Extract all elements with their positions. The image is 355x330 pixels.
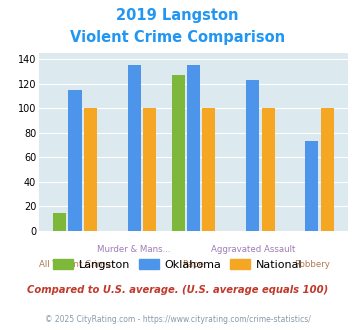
Bar — [262, 108, 275, 231]
Text: All Violent Crime: All Violent Crime — [39, 260, 111, 269]
Text: Aggravated Assault: Aggravated Assault — [211, 245, 295, 254]
Text: 2019 Langston: 2019 Langston — [116, 8, 239, 23]
Bar — [143, 108, 156, 231]
Bar — [321, 108, 334, 231]
Text: Rape: Rape — [182, 260, 204, 269]
Text: Compared to U.S. average. (U.S. average equals 100): Compared to U.S. average. (U.S. average … — [27, 285, 328, 295]
Bar — [53, 213, 66, 231]
Legend: Langston, Oklahoma, National: Langston, Oklahoma, National — [48, 255, 307, 274]
Bar — [305, 141, 318, 231]
Text: Robbery: Robbery — [294, 260, 330, 269]
Bar — [171, 75, 185, 231]
Text: Murder & Mans...: Murder & Mans... — [98, 245, 171, 254]
Text: © 2025 CityRating.com - https://www.cityrating.com/crime-statistics/: © 2025 CityRating.com - https://www.city… — [45, 315, 310, 324]
Bar — [128, 65, 141, 231]
Bar — [187, 65, 200, 231]
Bar — [84, 108, 97, 231]
Text: Violent Crime Comparison: Violent Crime Comparison — [70, 30, 285, 45]
Bar — [246, 80, 259, 231]
Bar — [69, 90, 82, 231]
Bar — [202, 108, 215, 231]
